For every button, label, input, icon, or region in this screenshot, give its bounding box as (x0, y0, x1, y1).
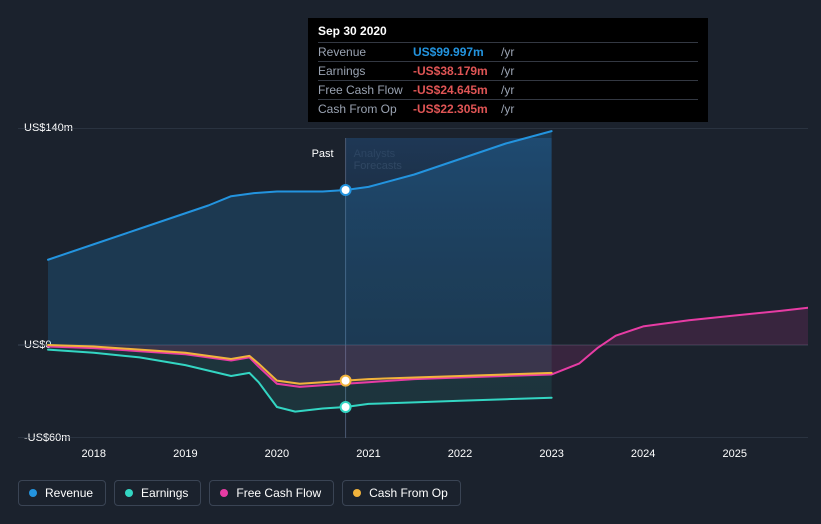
tooltip-row-unit: /yr (497, 102, 514, 116)
marker-dot-cfo (341, 376, 351, 386)
tooltip-row-value: -US$38.179m (413, 64, 497, 78)
marker-dot-earnings (341, 402, 351, 412)
x-axis-label: 2025 (722, 448, 746, 460)
legend-dot-icon (220, 489, 228, 497)
tooltip-row-value: -US$24.645m (413, 83, 497, 97)
x-axis-label: 2020 (265, 448, 289, 460)
chart-legend: Revenue Earnings Free Cash Flow Cash From O… (18, 480, 461, 506)
tooltip-row-name: Free Cash Flow (318, 83, 413, 97)
tooltip-row-unit: /yr (497, 45, 514, 59)
legend-dot-icon (29, 489, 37, 497)
x-axis-label: 2024 (631, 448, 655, 460)
tooltip-row: Cash From Op-US$22.305m/yr (318, 99, 698, 118)
legend-item-label: Free Cash Flow (236, 486, 321, 500)
x-axis-label: 2021 (356, 448, 380, 460)
legend-item-earnings[interactable]: Earnings (114, 480, 201, 506)
tooltip-row-unit: /yr (497, 64, 514, 78)
legend-item-label: Earnings (141, 486, 188, 500)
legend-item-label: Cash From Op (369, 486, 448, 500)
tooltip-row-unit: /yr (497, 83, 514, 97)
legend-item-fcf[interactable]: Free Cash Flow (209, 480, 334, 506)
legend-item-label: Revenue (45, 486, 93, 500)
tooltip-row: Earnings-US$38.179m/yr (318, 61, 698, 80)
tooltip-row: Free Cash Flow-US$24.645m/yr (318, 80, 698, 99)
marker-dot-revenue (341, 185, 351, 195)
tooltip-date: Sep 30 2020 (318, 24, 698, 38)
tooltip-row-name: Cash From Op (318, 102, 413, 116)
tooltip-row-value: -US$22.305m (413, 102, 497, 116)
legend-item-revenue[interactable]: Revenue (18, 480, 106, 506)
x-axis-label: 2023 (539, 448, 563, 460)
x-axis-label: 2018 (82, 448, 106, 460)
tooltip-row-value: US$99.997m (413, 45, 497, 59)
financials-chart (18, 128, 808, 438)
series-area-revenue (48, 131, 552, 345)
tooltip-row-name: Earnings (318, 64, 413, 78)
legend-item-cfo[interactable]: Cash From Op (342, 480, 461, 506)
x-axis-label: 2022 (448, 448, 472, 460)
tooltip-row: RevenueUS$99.997m/yr (318, 42, 698, 61)
legend-dot-icon (353, 489, 361, 497)
tooltip-row-name: Revenue (318, 45, 413, 59)
x-axis-label: 2019 (173, 448, 197, 460)
legend-dot-icon (125, 489, 133, 497)
chart-tooltip: Sep 30 2020 RevenueUS$99.997m/yrEarnings… (308, 18, 708, 122)
